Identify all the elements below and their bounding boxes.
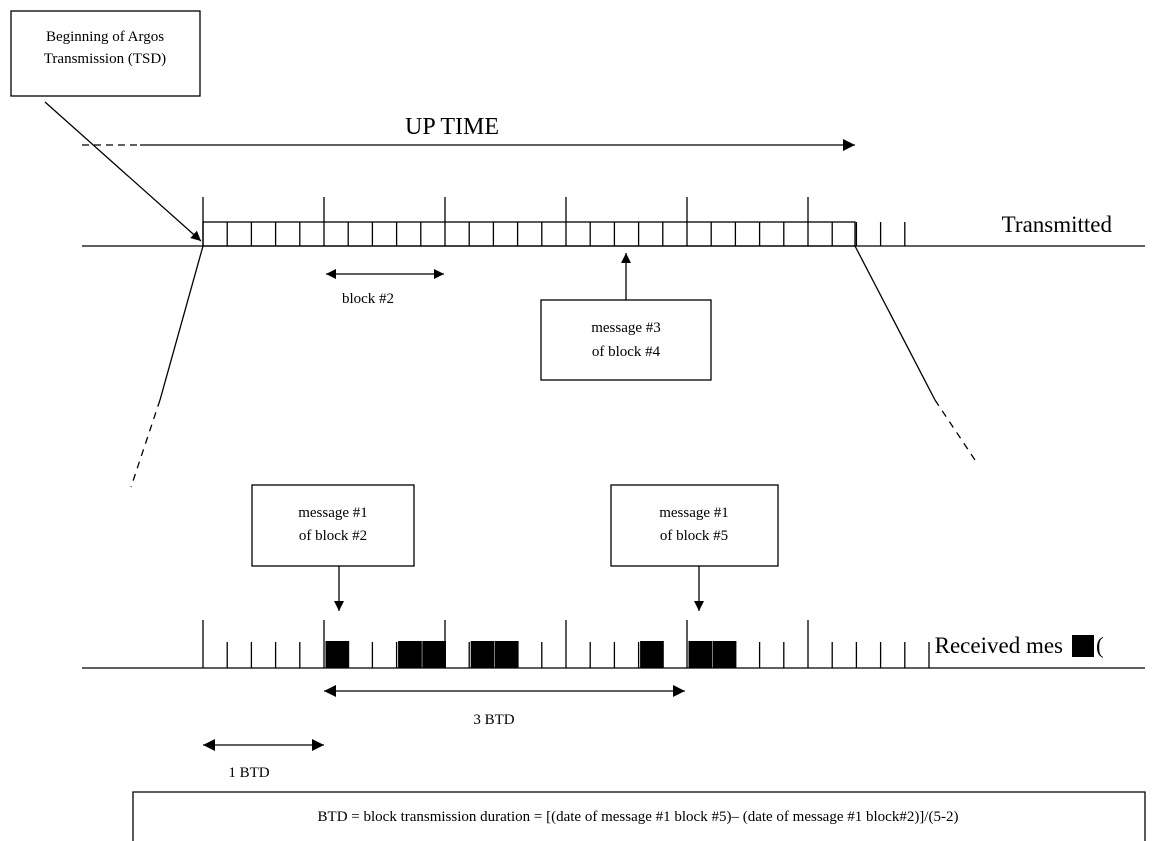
msg3-block4-box: [540, 299, 712, 381]
msg3-block4-line2: of block #4: [592, 344, 661, 360]
transmitted-message-ticks: [202, 197, 906, 246]
up-time-label: UP TIME: [405, 114, 499, 140]
msg1-block2-callout: message #1 of block #2: [251, 484, 415, 611]
formula-box: BTD = block transmission duration = [(da…: [132, 791, 1146, 841]
zoom-right-solid: [854, 245, 936, 401]
up-time-arrow: UP TIME: [82, 114, 855, 151]
three-btd-label: 3 BTD: [473, 712, 514, 728]
transmitted-label: Transmitted: [1002, 212, 1113, 237]
tsd-label-line1: Beginning of Argos: [46, 29, 164, 45]
tsd-label-line2: Transmission (TSD): [44, 51, 166, 67]
received-ticks: [202, 620, 930, 668]
received-legend-paren: (: [1096, 633, 1104, 658]
received-label: Received mes: [935, 633, 1063, 658]
received-timeline: Received mes (: [82, 620, 1145, 669]
zoom-right-dashed: [934, 399, 976, 461]
msg3-block4-callout: message #3 of block #4: [540, 253, 712, 381]
tsd-callout: Beginning of Argos Transmission (TSD): [10, 10, 202, 242]
received-message-filled: [494, 641, 519, 668]
three-btd-span: 3 BTD: [324, 685, 685, 728]
msg1-block5-callout: message #1 of block #5: [610, 484, 779, 611]
one-btd-label: 1 BTD: [228, 765, 269, 781]
received-filled-messages: [325, 641, 737, 668]
received-message-filled: [325, 641, 350, 668]
formula-frame: [132, 791, 1146, 841]
received-message-filled: [640, 641, 664, 668]
received-message-filled: [398, 641, 422, 668]
msg3-block4-line1: message #3: [591, 320, 661, 336]
one-btd-span: 1 BTD: [203, 739, 324, 781]
received-message-filled: [688, 641, 713, 668]
transmitted-timeline: Transmitted: [82, 197, 1145, 247]
zoom-left-dashed: [130, 399, 161, 488]
zoom-left-solid: [159, 245, 204, 401]
received-legend-square: [1072, 635, 1094, 657]
msg1-block2-line2: of block #2: [299, 528, 367, 544]
msg1-block5-box: [610, 484, 779, 567]
msg1-block2-box: [251, 484, 415, 567]
tsd-box: [10, 10, 201, 97]
zoom-lines: [130, 245, 976, 488]
received-message-filled: [422, 641, 446, 668]
msg1-block5-line2: of block #5: [660, 528, 728, 544]
transmitted-message-strip: [202, 221, 856, 247]
received-message-filled: [712, 641, 737, 668]
msg1-block2-line1: message #1: [298, 505, 368, 521]
block2-span: block #2: [326, 269, 444, 307]
received-message-filled: [470, 641, 495, 668]
tsd-pointer-arrow: [44, 101, 202, 242]
block2-label: block #2: [342, 291, 394, 307]
msg1-block5-line1: message #1: [659, 505, 729, 521]
formula-text: BTD = block transmission duration = [(da…: [318, 809, 959, 825]
